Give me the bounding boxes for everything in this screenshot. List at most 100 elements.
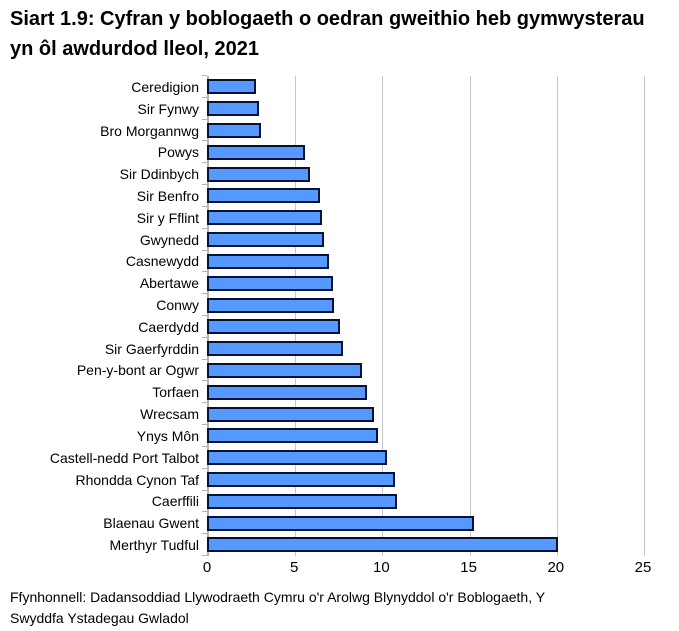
- category-label: Rhondda Cynon Taf: [75, 471, 200, 488]
- y-axis-tick: [202, 467, 207, 469]
- bar-track: [207, 185, 643, 207]
- gridline: [469, 76, 471, 556]
- bar-track: [207, 360, 643, 382]
- x-tick-label: 5: [290, 559, 299, 576]
- gridline: [382, 76, 384, 556]
- bar: [207, 144, 305, 160]
- y-axis-tick: [202, 380, 207, 382]
- bar-track: [207, 229, 643, 251]
- category-label: Powys: [157, 144, 199, 161]
- x-tick-label: 15: [460, 559, 477, 576]
- y-axis-tick: [202, 293, 207, 295]
- y-axis-tick: [202, 75, 207, 76]
- chart-row: Torfaen: [10, 381, 643, 403]
- category-label: Sir Gaerfyrddin: [104, 340, 199, 357]
- category-label: Conwy: [156, 297, 199, 314]
- chart-row: Castell-nedd Port Talbot: [10, 447, 643, 469]
- bar-track: [207, 294, 643, 316]
- bar-track: [207, 512, 643, 534]
- bar-track: [207, 251, 643, 273]
- y-axis-tick: [202, 205, 207, 207]
- chart-row: Bro Morgannwg: [10, 120, 643, 142]
- bar: [207, 123, 262, 139]
- bar: [207, 384, 368, 400]
- chart-row: Sir y Fflint: [10, 207, 643, 229]
- chart-row: Sir Benfro: [10, 185, 643, 207]
- chart-row: Sir Fynwy: [10, 98, 643, 120]
- bar: [207, 101, 260, 117]
- chart-title: Siart 1.9: Cyfran y boblogaeth o oedran …: [10, 8, 645, 60]
- bar: [207, 297, 335, 313]
- category-label: Sir Fynwy: [137, 100, 199, 117]
- category-label: Casnewydd: [125, 253, 199, 270]
- bar-track: [207, 120, 643, 142]
- y-axis-tick: [202, 140, 207, 142]
- bar-track: [207, 469, 643, 491]
- gridline: [556, 76, 558, 556]
- bar: [207, 253, 330, 269]
- bar: [207, 362, 363, 378]
- category-label: Torfaen: [152, 384, 199, 401]
- y-axis-tick: [202, 118, 207, 120]
- y-axis-tick: [202, 249, 207, 251]
- bar: [207, 406, 375, 422]
- bar-track: [207, 272, 643, 294]
- x-axis: 0 5 10 15 20 25: [203, 559, 652, 579]
- category-label: Pen-y-bont ar Ogwr: [76, 362, 199, 379]
- bar: [207, 493, 398, 509]
- bar: [207, 79, 256, 95]
- category-label: Sir y Fflint: [136, 209, 199, 226]
- category-label: Merthyr Tudful: [109, 536, 199, 553]
- y-axis-tick: [202, 184, 207, 186]
- category-label: Blaenau Gwent: [103, 515, 199, 532]
- category-label: Wrecsam: [140, 406, 199, 423]
- bar-track: [207, 490, 643, 512]
- y-axis-tick: [202, 227, 207, 229]
- bar: [207, 275, 333, 291]
- y-axis-tick: [202, 533, 207, 535]
- chart-row: Caerdydd: [10, 316, 643, 338]
- bar-track: [207, 534, 643, 556]
- y-axis-tick: [202, 358, 207, 360]
- category-label: Bro Morgannwg: [100, 122, 199, 139]
- y-axis-tick: [202, 424, 207, 426]
- bar: [207, 341, 344, 357]
- bar: [207, 166, 310, 182]
- category-label: Ynys Môn: [136, 427, 199, 444]
- y-axis-tick: [202, 271, 207, 273]
- bar: [207, 428, 378, 444]
- bar: [207, 472, 396, 488]
- gridline: [295, 76, 297, 556]
- bar: [207, 450, 387, 466]
- bar-track: [207, 447, 643, 469]
- chart-row: Casnewydd: [10, 251, 643, 273]
- bar: [207, 188, 321, 204]
- x-tick-label: 20: [547, 559, 565, 576]
- y-axis-tick: [202, 489, 207, 491]
- bar-track: [207, 338, 643, 360]
- chart-row: Rhondda Cynon Taf: [10, 469, 643, 491]
- bar-track: [207, 403, 643, 425]
- bar-track: [207, 76, 643, 98]
- chart-row: Caerffili: [10, 490, 643, 512]
- y-axis-tick: [202, 96, 207, 98]
- bar-track: [207, 163, 643, 185]
- source-note: Ffynhonnell: Dadansoddiad Llywodraeth Cy…: [10, 589, 545, 626]
- chart-row: Sir Gaerfyrddin: [10, 338, 643, 360]
- category-label: Caerffili: [151, 493, 199, 510]
- chart-row: Powys: [10, 141, 643, 163]
- bar: [207, 319, 340, 335]
- bar-rows: Ceredigion Sir Fynwy Bro Morgannwg Powys Sir…: [10, 76, 643, 556]
- y-axis-tick: [202, 315, 207, 316]
- category-label: Caerdydd: [138, 318, 199, 335]
- chart-row: Conwy: [10, 294, 643, 316]
- chart-row: Pen-y-bont ar Ogwr: [10, 360, 643, 382]
- bar: [207, 210, 323, 226]
- bar-track: [207, 316, 643, 338]
- bar: [207, 232, 324, 248]
- category-label: Abertawe: [139, 275, 199, 292]
- category-label: Ceredigion: [131, 78, 199, 95]
- bar-track: [207, 98, 643, 120]
- chart-row: Gwynedd: [10, 229, 643, 251]
